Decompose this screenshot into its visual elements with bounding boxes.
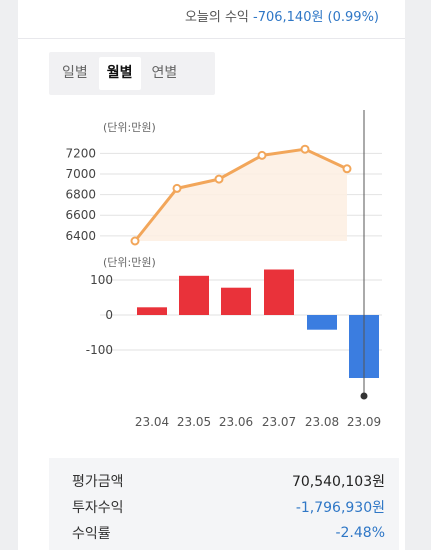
summary-panel: 평가금액 70,540,103원 투자수익 -1,796,930원 수익률 -2…	[49, 458, 399, 550]
line-chart-series	[133, 147, 348, 242]
today-profit-value: -706,140원 (0.99%)	[253, 10, 379, 25]
line-chart-ytick-6400: 6400	[65, 229, 96, 243]
xtick-23.07: 23.07	[262, 415, 296, 429]
summary-row-profit: 투자수익 -1,796,930원	[72, 496, 385, 518]
line-chart-ytick-7000: 7000	[65, 167, 96, 181]
line-chart-ytick-6600: 6600	[65, 208, 96, 222]
monthly-profit-charts[interactable]: (단위:만원) 6400 6600 6800 7000 7200 (단위:만원) 100 0 -1…	[18, 0, 405, 440]
line-chart-unit-label: (단위:만원)	[103, 121, 156, 134]
summary-row-rate: 수익률 -2.48%	[72, 522, 385, 544]
line-chart-ytick-7200: 7200	[65, 146, 96, 160]
line-point-23.08	[300, 144, 310, 154]
rate-label: 수익률	[72, 526, 111, 542]
bar-23.06	[221, 287, 251, 315]
bar-chart-ytick-100: 100	[90, 273, 113, 287]
bar-23.04	[137, 307, 167, 315]
summary-row-eval: 평가금액 70,540,103원	[72, 470, 385, 492]
line-chart-area	[135, 149, 347, 241]
line-chart-ytick-6800: 6800	[65, 188, 96, 202]
bar-23.07	[264, 269, 294, 315]
line-point-23.06	[214, 174, 224, 184]
bar-23.08	[307, 315, 337, 330]
xtick-23.09: 23.09	[347, 415, 381, 429]
eval-label: 평가금액	[72, 474, 124, 490]
line-point-23.07	[257, 150, 267, 160]
today-profit-label: 오늘의 수익	[184, 10, 249, 25]
tab-daily[interactable]: 일별	[62, 65, 88, 81]
line-point-23.05	[172, 183, 182, 193]
portfolio-card: 오늘의 수익 -706,140원 (0.99%) 일별 월별 연별 (단위:만원…	[18, 0, 405, 550]
bar-chart-ytick-0: 0	[105, 308, 113, 322]
today-profit: 오늘의 수익 -706,140원 (0.99%)	[185, 6, 379, 25]
xtick-23.06: 23.06	[219, 415, 253, 429]
bar-chart-ytick--100: -100	[86, 343, 113, 357]
today-profit-bar: 오늘의 수익 -706,140원 (0.99%)	[18, 0, 405, 39]
tab-yearly[interactable]: 연별	[151, 65, 178, 81]
line-point-23.04	[130, 236, 140, 246]
profit-label: 투자수익	[72, 500, 124, 516]
bar-chart-unit-label: (단위:만원)	[103, 256, 156, 269]
xtick-23.08: 23.08	[305, 415, 339, 429]
eval-value: 70,540,103원	[291, 474, 385, 490]
line-point-23.09	[342, 164, 352, 174]
hover-cursor-dot	[360, 392, 368, 400]
xtick-23.04: 23.04	[135, 415, 169, 429]
bar-23.05	[179, 275, 209, 315]
profit-value: -1,796,930원	[295, 500, 385, 516]
period-tabs: 일별 월별 연별	[49, 52, 215, 95]
rate-value: -2.48%	[335, 525, 385, 541]
xtick-23.05: 23.05	[177, 415, 211, 429]
tab-monthly[interactable]: 월별	[98, 57, 141, 90]
charts: (단위:만원) 6400 6600 6800 7000 7200 (단위:만원) 100 0 -1…	[18, 0, 405, 444]
